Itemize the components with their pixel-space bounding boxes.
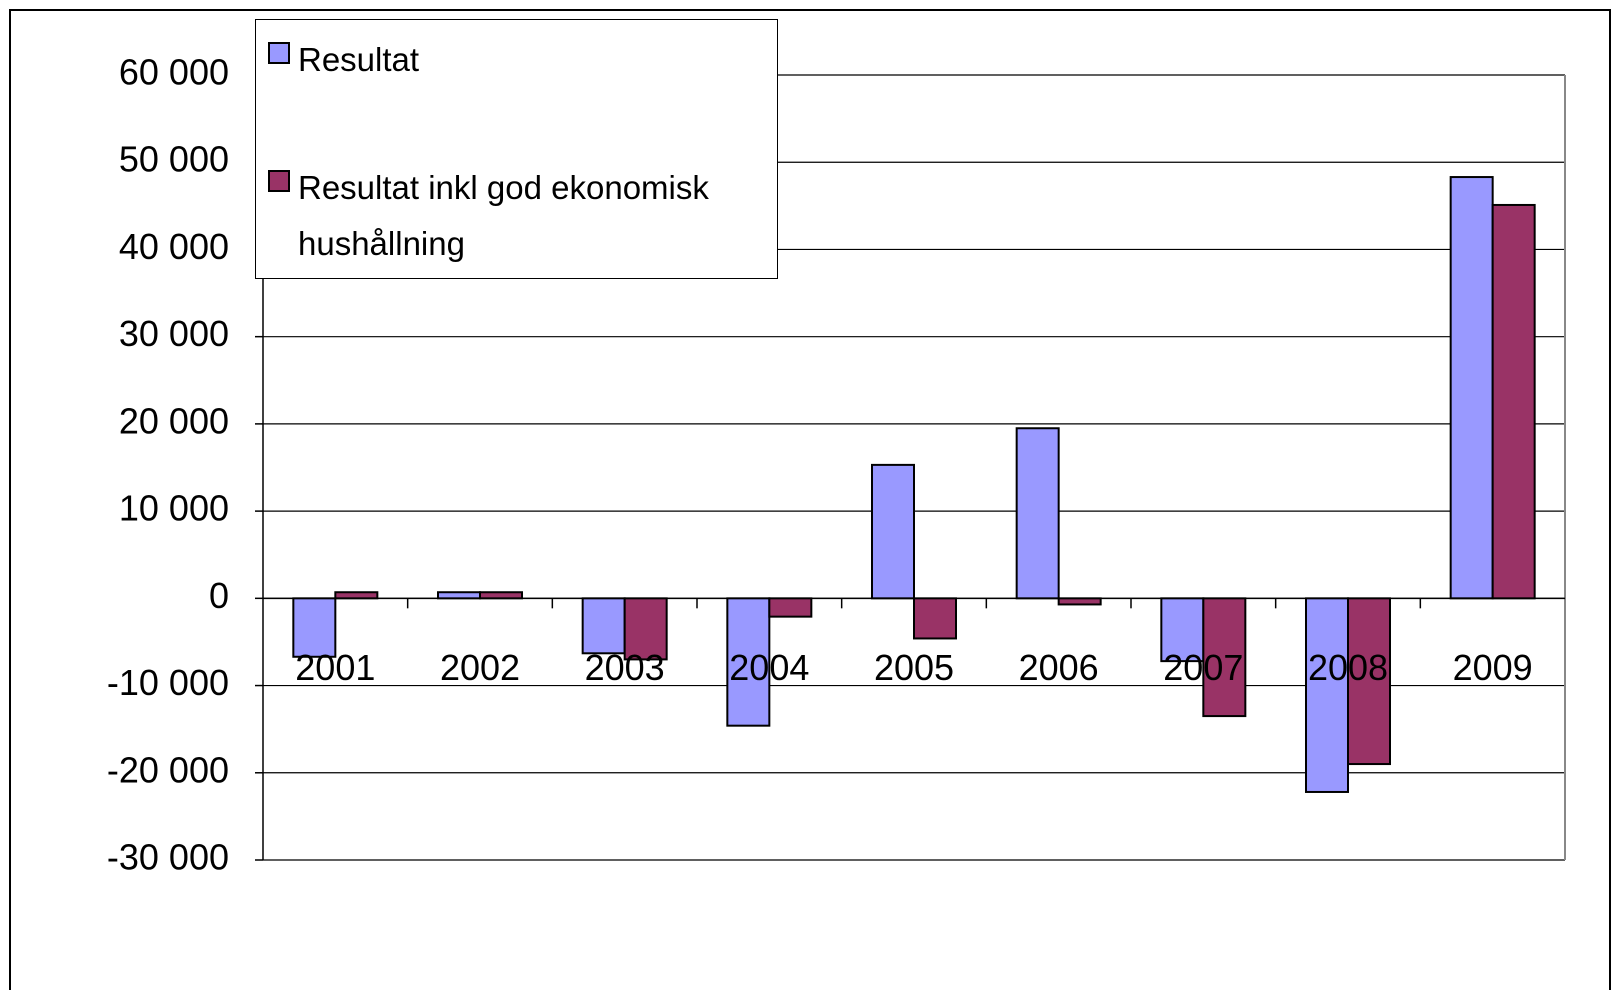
chart-border [9, 9, 1611, 990]
bar [479, 591, 523, 600]
bar [871, 463, 915, 600]
y-tick-label: 10 000 [119, 488, 229, 529]
bar [1491, 203, 1536, 600]
x-tick-label: 2002 [440, 647, 520, 688]
bar [623, 597, 668, 661]
x-tick-label: 2007 [1163, 647, 1243, 688]
x-tick-label: 2009 [1453, 647, 1533, 688]
bar [1057, 597, 1102, 606]
y-tick-label: -20 000 [107, 749, 229, 790]
y-tick-label: -10 000 [107, 662, 229, 703]
bar [913, 597, 957, 640]
x-tick-label: 2005 [874, 647, 954, 688]
legend: Resultat Resultat inkl god ekonomisk hush… [255, 19, 778, 279]
x-tick-label: 2001 [295, 647, 375, 688]
y-tick-label: 0 [209, 575, 229, 616]
legend-swatch [268, 42, 290, 64]
x-tick-label: 2003 [585, 647, 665, 688]
bar [1202, 597, 1247, 718]
y-tick-label: 30 000 [119, 313, 229, 354]
legend-entry: Resultat inkl god ekonomisk hushållning [268, 160, 768, 272]
y-tick-label: -30 000 [107, 837, 229, 878]
legend-label: Resultat [298, 41, 420, 78]
legend-label: Resultat inkl god ekonomisk hushållning [298, 169, 709, 262]
bar [334, 591, 379, 600]
legend-entry: Resultat [268, 32, 768, 88]
y-tick-label: 20 000 [119, 400, 229, 441]
bar [437, 591, 481, 600]
bar [581, 597, 626, 655]
bar [726, 597, 771, 727]
x-tick-label: 2008 [1308, 647, 1388, 688]
bar [1449, 176, 1494, 600]
y-tick-label: 40 000 [119, 226, 229, 267]
x-tick-label: 2006 [1019, 647, 1099, 688]
bar [1347, 597, 1391, 766]
bar [1305, 597, 1349, 793]
x-tick-label: 2004 [729, 647, 809, 688]
y-tick-label: 50 000 [119, 139, 229, 180]
bar [292, 597, 337, 658]
legend-swatch [268, 170, 290, 192]
y-tick-label: 60 000 [119, 52, 229, 93]
bar [768, 597, 813, 618]
bar [1015, 427, 1060, 600]
